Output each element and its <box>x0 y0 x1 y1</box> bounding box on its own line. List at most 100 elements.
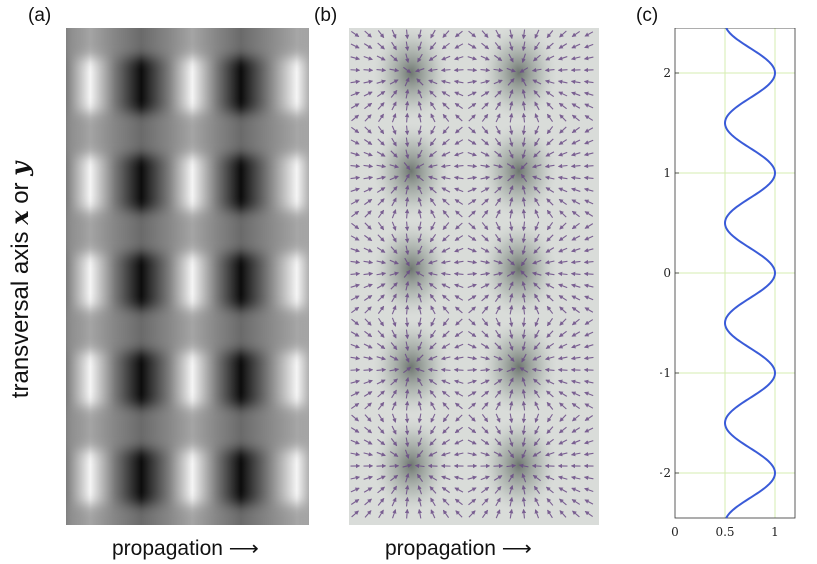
field-arrow <box>494 138 502 147</box>
field-arrow <box>454 343 464 349</box>
field-arrow <box>467 283 477 289</box>
field-arrow <box>430 401 436 411</box>
field-arrow <box>417 341 423 351</box>
field-arrow <box>350 487 360 493</box>
field-arrow <box>454 91 464 97</box>
field-arrow <box>390 89 398 98</box>
field-arrow <box>417 293 422 303</box>
field-arrow <box>545 451 555 457</box>
field-arrow <box>453 367 464 373</box>
field-arrow <box>414 463 425 469</box>
field-arrow <box>404 221 410 232</box>
field-arrow <box>534 209 540 219</box>
field-arrow <box>363 343 373 349</box>
field-arrow <box>508 221 514 232</box>
field-arrow <box>417 149 423 159</box>
field-arrow <box>559 510 567 518</box>
field-arrow <box>390 342 398 351</box>
field-arrow <box>363 67 374 73</box>
field-arrow <box>481 402 489 410</box>
field-arrow <box>520 258 528 267</box>
field-arrow <box>570 152 581 157</box>
field-arrow <box>558 487 568 493</box>
field-arrow <box>442 209 450 218</box>
field-arrow <box>429 486 437 494</box>
field-arrow <box>481 486 490 494</box>
field-arrow <box>403 269 411 278</box>
field-arrow <box>559 210 567 218</box>
field-arrow <box>417 29 422 40</box>
field-arrow <box>415 174 424 182</box>
field-arrow <box>546 390 554 398</box>
field-arrow <box>404 77 410 87</box>
field-arrow <box>416 78 424 86</box>
field-arrow <box>351 114 360 122</box>
field-arrow <box>545 379 555 385</box>
field-arrow <box>495 29 501 39</box>
y-axis-var-y: y <box>5 161 34 176</box>
y-tick-label: 1 <box>663 166 671 180</box>
field-arrow <box>584 510 594 518</box>
x-axis-label-b: propagation ⟶ <box>385 536 532 561</box>
field-arrow <box>455 222 463 230</box>
field-arrow <box>363 79 374 84</box>
field-arrow <box>495 413 501 423</box>
field-arrow <box>534 317 540 327</box>
field-arrow <box>363 43 373 49</box>
field-arrow <box>453 163 464 169</box>
field-arrow <box>532 175 542 181</box>
field-arrow <box>480 55 490 61</box>
field-arrow <box>442 330 450 338</box>
field-arrow <box>454 426 463 434</box>
field-arrow <box>350 187 360 192</box>
field-arrow <box>480 271 491 277</box>
field-arrow <box>429 246 437 254</box>
field-arrow <box>546 330 554 338</box>
field-arrow <box>509 292 514 303</box>
field-arrow <box>430 221 436 231</box>
field-arrow <box>534 497 540 507</box>
field-arrow <box>442 113 450 122</box>
field-arrow <box>509 304 514 315</box>
field-arrow <box>545 187 555 193</box>
field-arrow <box>454 30 463 38</box>
field-arrow <box>430 329 436 339</box>
field-arrow <box>403 162 411 171</box>
field-arrow <box>545 247 555 253</box>
field-arrow <box>391 101 397 111</box>
field-arrow <box>468 330 477 338</box>
field-arrow <box>455 414 463 422</box>
field-arrow <box>350 152 361 157</box>
field-arrow <box>428 55 438 61</box>
field-arrow <box>376 90 386 98</box>
field-arrow <box>583 187 594 192</box>
field-arrow <box>508 413 514 424</box>
field-arrow <box>467 475 478 480</box>
field-arrow <box>429 389 437 398</box>
field-arrow <box>427 67 438 73</box>
x-axis-label-b-text: propagation <box>385 537 496 560</box>
field-arrow <box>583 475 594 481</box>
field-arrow <box>364 30 372 38</box>
field-arrow <box>521 413 527 424</box>
field-arrow <box>364 222 372 230</box>
field-arrow <box>508 473 514 483</box>
field-arrow <box>559 30 567 38</box>
field-arrow <box>584 295 594 301</box>
row-separator-band <box>66 112 309 156</box>
field-arrow <box>584 440 594 445</box>
field-arrow <box>467 199 477 205</box>
field-arrow <box>557 79 568 84</box>
field-arrow <box>391 485 397 495</box>
field-arrow <box>495 233 501 243</box>
field-arrow <box>468 102 477 110</box>
field-arrow <box>495 125 501 135</box>
field-arrow <box>404 353 410 363</box>
field-arrow <box>531 367 542 373</box>
field-arrow <box>428 150 437 158</box>
field-arrow <box>404 112 410 123</box>
field-arrow <box>364 498 372 506</box>
field-arrow <box>402 463 413 468</box>
field-arrow <box>441 475 451 481</box>
field-arrow <box>442 234 450 242</box>
